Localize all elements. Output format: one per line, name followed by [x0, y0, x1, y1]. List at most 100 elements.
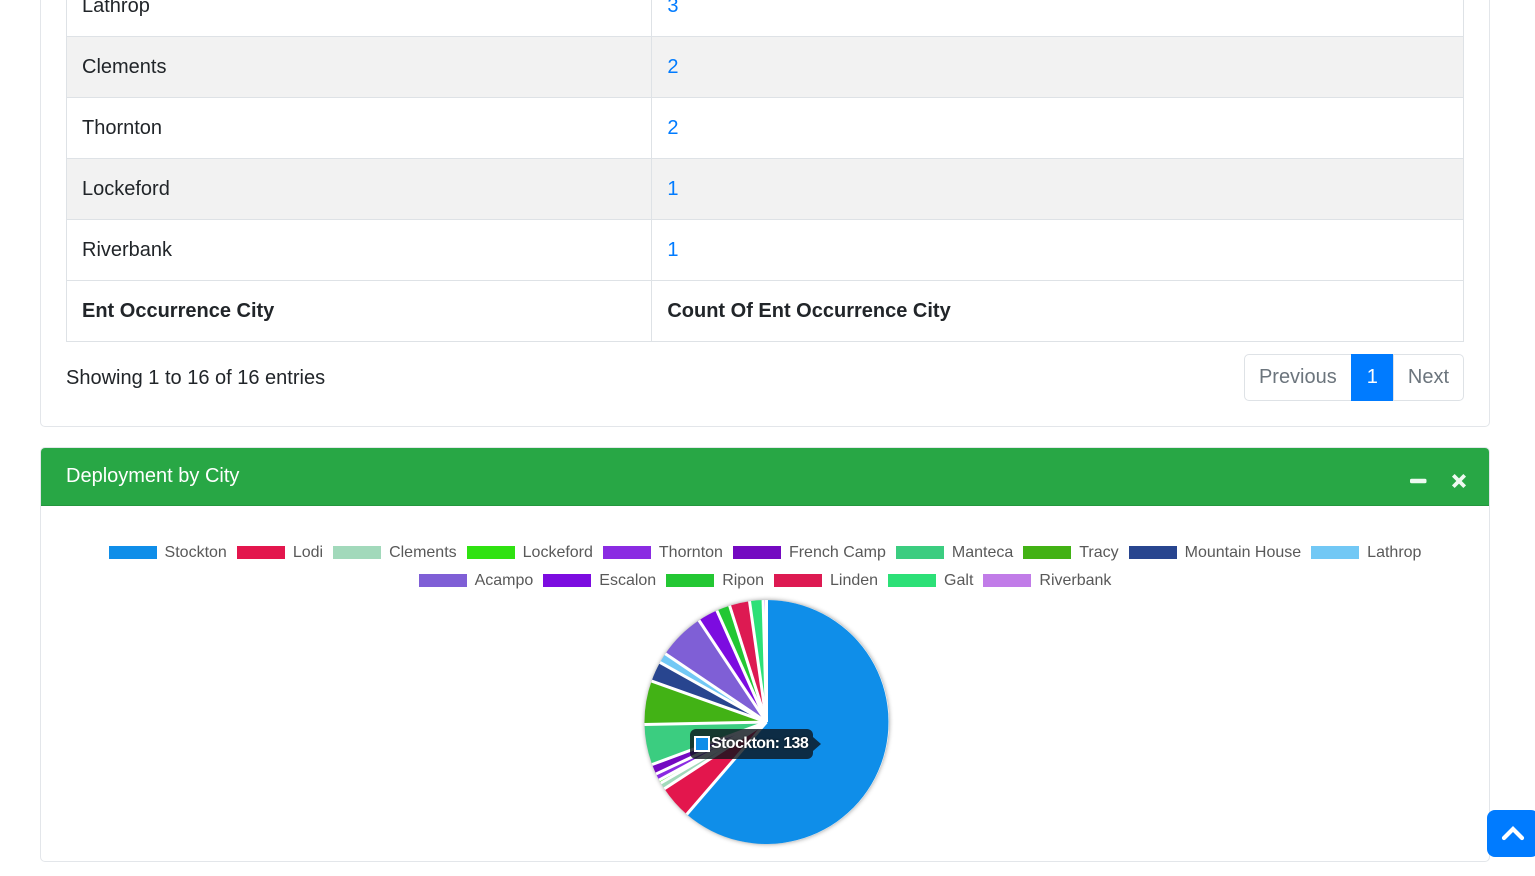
scroll-to-top-button[interactable]	[1487, 810, 1535, 857]
city-cell: Riverbank	[65, 219, 653, 281]
legend-label: Manteca	[951, 544, 1014, 561]
legend-item-lathrop[interactable]: Lathrop	[1311, 544, 1421, 561]
legend-color-box	[543, 574, 592, 587]
minimize-icon	[1410, 478, 1427, 483]
pagination-previous-link[interactable]: Previous	[1243, 354, 1352, 401]
chevron-up-icon	[1501, 825, 1525, 840]
pagination-next[interactable]: Next	[1392, 354, 1464, 401]
legend-label: Mountain House	[1184, 544, 1302, 561]
legend-item-lockeford[interactable]: Lockeford	[466, 544, 593, 561]
pie-slice-separator	[697, 619, 768, 723]
table-card: Lathrop 3 Clements 2 Thornton 2 Lockeford 1 Rive…	[40, 0, 1490, 427]
pie-slice-separator	[728, 605, 768, 723]
deployment-by-city-card: Deployment by City Stockton Lodi Clements L…	[40, 447, 1490, 862]
legend-color-box	[895, 546, 944, 559]
count-link[interactable]: 1	[667, 239, 679, 261]
legend-item-stockton[interactable]: Stockton	[108, 544, 227, 561]
pagination: Previous 1 Next	[1243, 354, 1464, 401]
table-row: Riverbank 1	[65, 219, 1464, 281]
legend-label: Riverbank	[1039, 572, 1112, 589]
legend-item-riverbank[interactable]: Riverbank	[983, 572, 1111, 589]
legend-label: French Camp	[788, 544, 886, 561]
table-footer-bar: Showing 1 to 16 of 16 entries Previous 1…	[66, 354, 1464, 401]
pagination-page-1-link[interactable]: 1	[1350, 354, 1394, 401]
datatable-info: Showing 1 to 16 of 16 entries	[66, 367, 326, 389]
count-cell: 1	[651, 158, 1464, 220]
deployment-card-header: Deployment by City	[41, 448, 1489, 506]
legend-color-box	[602, 546, 651, 559]
count-link[interactable]: 2	[667, 56, 679, 78]
city-cell: Thornton	[65, 97, 653, 159]
legend-item-acampo[interactable]: Acampo	[418, 572, 533, 589]
legend-item-lodi[interactable]: Lodi	[236, 544, 324, 561]
deployment-card-title: Deployment by City	[66, 465, 240, 487]
legend-item-thornton[interactable]: Thornton	[602, 544, 723, 561]
legend-item-mountain-house[interactable]: Mountain House	[1128, 544, 1302, 561]
table-row: Lockeford 1	[65, 158, 1464, 220]
close-icon	[1451, 473, 1467, 488]
pie-slice-separator	[715, 609, 768, 723]
pie-slice-acampo[interactable]	[665, 620, 767, 722]
pie-slice-separator	[651, 679, 768, 724]
count-link[interactable]: 2	[667, 117, 679, 139]
minimize-button[interactable]	[1409, 472, 1427, 490]
legend-row-1: Stockton Lodi Clements Lockeford Thornton Fre…	[41, 544, 1489, 561]
legend-color-box	[1128, 546, 1177, 559]
pagination-page-1[interactable]: 1	[1350, 354, 1394, 401]
legend-item-manteca[interactable]: Manteca	[895, 544, 1014, 561]
chart-card-body: Stockton Lodi Clements Lockeford Thornton Fre…	[41, 506, 1489, 861]
city-cell: Lockeford	[65, 158, 653, 220]
legend-item-escalon[interactable]: Escalon	[543, 572, 656, 589]
legend-color-box	[333, 546, 382, 559]
pie-slice-separator	[748, 600, 768, 723]
table-row: Clements 2	[65, 36, 1464, 98]
legend-color-box	[732, 546, 781, 559]
legend-color-box	[1023, 546, 1072, 559]
occurrence-city-table: Lathrop 3 Clements 2 Thornton 2 Lockeford 1 Rive…	[65, 0, 1464, 342]
close-button[interactable]	[1451, 473, 1467, 489]
legend-label: Galt	[944, 572, 974, 589]
footer-count-header: Count Of Ent Occurrence City	[651, 280, 1464, 342]
legend-label: Thornton	[658, 544, 723, 561]
pagination-previous[interactable]: Previous	[1243, 354, 1352, 401]
legend-item-ripon[interactable]: Ripon	[666, 572, 764, 589]
legend-item-galt[interactable]: Galt	[888, 572, 973, 589]
legend-label: Clements	[389, 544, 457, 561]
legend-color-box	[418, 574, 467, 587]
legend-item-tracy[interactable]: Tracy	[1023, 544, 1119, 561]
count-cell: 1	[651, 219, 1464, 281]
legend-color-box	[774, 574, 822, 587]
legend-item-linden[interactable]: Linden	[774, 572, 878, 589]
pagination-next-link[interactable]: Next	[1392, 354, 1464, 401]
legend-label: Lathrop	[1367, 544, 1422, 561]
legend-label: Ripon	[722, 572, 764, 589]
count-cell: 3	[651, 0, 1464, 37]
count-link[interactable]: 1	[667, 178, 679, 200]
count-link[interactable]: 3	[667, 0, 679, 17]
legend-label: Lockeford	[522, 544, 593, 561]
table-footer-row: Ent Occurrence City Count Of Ent Occurre…	[65, 280, 1464, 342]
pie-slice-tracy[interactable]	[644, 681, 767, 725]
pie-slice-separator	[664, 652, 768, 724]
legend-item-clements[interactable]: Clements	[333, 544, 457, 561]
legend-color-box	[983, 574, 1032, 587]
legend-color-box	[1311, 546, 1360, 559]
pie-slice-stockton[interactable]	[686, 600, 889, 844]
count-cell: 2	[651, 97, 1464, 159]
count-cell: 2	[651, 36, 1464, 98]
legend-label: Stockton	[164, 544, 227, 561]
legend-label: Lodi	[292, 544, 324, 561]
legend-label: Linden	[830, 572, 879, 589]
table-row: Lathrop 3	[65, 0, 1464, 37]
legend-label: Escalon	[599, 572, 657, 589]
table-row: Thornton 2	[65, 97, 1464, 159]
table-card-body: Lathrop 3 Clements 2 Thornton 2 Lockeford 1 Rive…	[41, 0, 1489, 426]
legend-item-french-camp[interactable]: French Camp	[732, 544, 886, 561]
legend-color-box	[236, 546, 285, 559]
footer-city-header: Ent Occurrence City	[65, 280, 653, 342]
pie-chart[interactable]	[41, 506, 1489, 861]
legend-color-box	[466, 546, 515, 559]
legend-row-2: Acampo Escalon Ripon Linden Galt Riverbank	[41, 572, 1489, 589]
pie-slice-separator	[644, 720, 767, 727]
